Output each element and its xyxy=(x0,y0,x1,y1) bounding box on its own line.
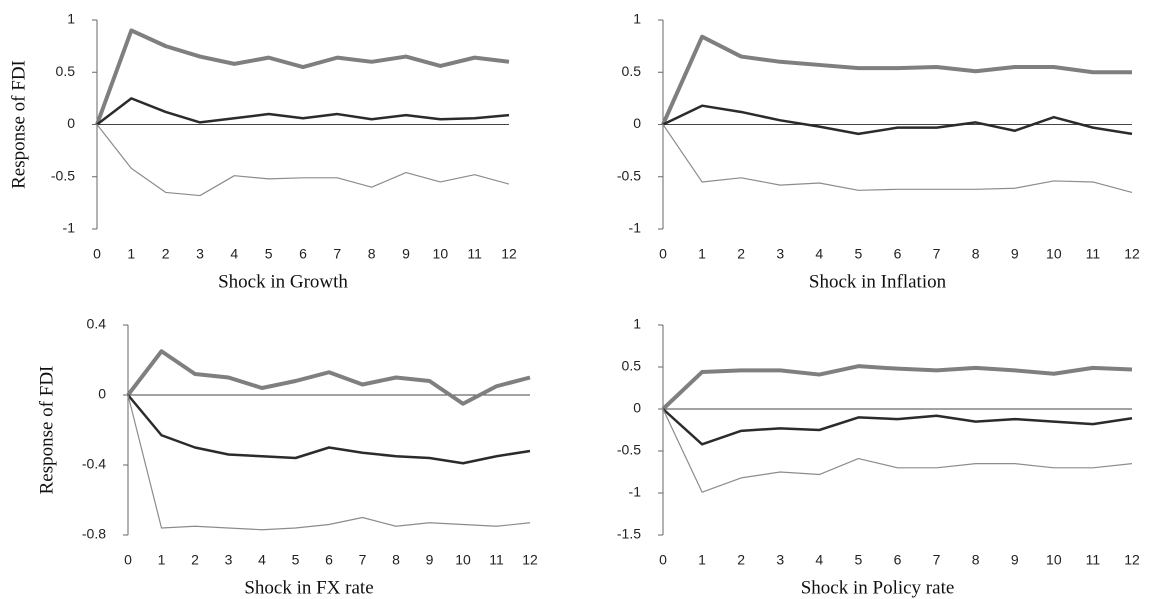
y-tick-label: -1 xyxy=(63,220,76,236)
x-tick-label: 10 xyxy=(455,552,471,568)
x-tick-label: 2 xyxy=(191,552,199,568)
series-line xyxy=(96,97,510,126)
x-tick-label: 10 xyxy=(433,246,449,262)
x-tick-label: 4 xyxy=(230,246,238,262)
y-tick-label: 0 xyxy=(633,400,641,416)
x-tick-label: 12 xyxy=(522,552,538,568)
y-tick-label: -0.5 xyxy=(617,167,641,183)
x-tick-label: 6 xyxy=(299,246,307,262)
y-tick-label: -0.5 xyxy=(51,167,75,183)
x-tick-label: 10 xyxy=(1046,246,1062,262)
x-tick-label: 9 xyxy=(1011,246,1019,262)
x-tick-label: 12 xyxy=(501,246,517,262)
x-tick-label: 8 xyxy=(972,552,980,568)
y-tick-label: 0 xyxy=(98,386,106,402)
x-tick-label: 1 xyxy=(158,552,166,568)
x-axis-label: Shock in Inflation xyxy=(809,271,947,292)
x-tick-label: 8 xyxy=(392,552,400,568)
x-tick-label: 0 xyxy=(93,246,101,262)
x-tick-label: 0 xyxy=(659,246,667,262)
x-tick-label: 1 xyxy=(127,246,135,262)
x-tick-label: 12 xyxy=(1124,552,1140,568)
x-tick-label: 0 xyxy=(659,552,667,568)
y-tick-label: 1 xyxy=(633,316,641,332)
x-tick-label: 1 xyxy=(698,246,706,262)
x-axis-label: Shock in Growth xyxy=(218,271,348,292)
x-tick-label: 2 xyxy=(162,246,170,262)
x-tick-label: 5 xyxy=(855,246,863,262)
x-tick-label: 12 xyxy=(1124,246,1140,262)
x-tick-label: 11 xyxy=(1086,552,1101,568)
x-tick-label: 11 xyxy=(1086,246,1101,262)
y-tick-label: -1 xyxy=(629,220,642,236)
series-line xyxy=(661,34,1132,126)
x-tick-label: 4 xyxy=(815,246,823,262)
x-tick-label: 8 xyxy=(972,246,980,262)
x-axis-label: Shock in Policy rate xyxy=(801,577,955,598)
x-tick-label: 8 xyxy=(368,246,376,262)
x-tick-label: 4 xyxy=(815,552,823,568)
x-tick-label: 7 xyxy=(333,246,341,262)
y-tick-label: -0.5 xyxy=(617,442,641,458)
x-tick-label: 7 xyxy=(359,552,367,568)
y-tick-label: -0.8 xyxy=(82,526,106,542)
x-tick-label: 9 xyxy=(402,246,410,262)
series-line xyxy=(95,28,510,126)
x-tick-label: 9 xyxy=(1011,552,1019,568)
x-tick-label: 5 xyxy=(292,552,300,568)
x-tick-label: 5 xyxy=(855,552,863,568)
y-axis-label: Response of FDI xyxy=(36,366,57,495)
series-line xyxy=(661,364,1133,411)
x-tick-label: 3 xyxy=(225,552,233,568)
series-line xyxy=(126,349,531,406)
x-axis-label: Shock in FX rate xyxy=(244,577,373,598)
x-tick-label: 6 xyxy=(894,246,902,262)
x-tick-label: 4 xyxy=(258,552,266,568)
y-tick-label: 0.5 xyxy=(56,63,76,79)
y-tick-label: 0 xyxy=(67,115,75,131)
x-tick-label: 11 xyxy=(467,246,482,262)
x-tick-label: 2 xyxy=(737,552,745,568)
x-tick-label: 10 xyxy=(1046,552,1062,568)
x-tick-label: 3 xyxy=(776,246,784,262)
series-line xyxy=(96,124,510,197)
x-tick-label: 7 xyxy=(933,552,941,568)
y-axis-label: Response of FDI xyxy=(8,60,29,189)
x-tick-label: 5 xyxy=(265,246,273,262)
y-tick-label: 0.5 xyxy=(622,358,642,374)
x-tick-label: 1 xyxy=(698,552,706,568)
series-line xyxy=(662,124,1133,194)
series-line xyxy=(662,408,1133,446)
x-tick-label: 3 xyxy=(776,552,784,568)
x-tick-label: 0 xyxy=(124,552,132,568)
series-line xyxy=(127,394,531,465)
series-line xyxy=(127,394,531,531)
x-tick-label: 2 xyxy=(737,246,745,262)
y-tick-label: -1 xyxy=(629,484,642,500)
x-tick-label: 11 xyxy=(489,552,504,568)
x-tick-label: 9 xyxy=(426,552,434,568)
x-tick-label: 3 xyxy=(196,246,204,262)
y-tick-label: 1 xyxy=(67,11,75,27)
series-line xyxy=(662,408,1133,493)
y-tick-label: 0 xyxy=(633,115,641,131)
y-tick-label: 1 xyxy=(633,11,641,27)
series-line xyxy=(662,104,1133,136)
y-tick-label: -1.5 xyxy=(617,526,641,542)
y-tick-label: 0.5 xyxy=(622,63,642,79)
x-tick-label: 7 xyxy=(933,246,941,262)
x-tick-label: 6 xyxy=(894,552,902,568)
x-tick-label: 6 xyxy=(325,552,333,568)
y-tick-label: -0.4 xyxy=(82,456,106,472)
y-tick-label: 0.4 xyxy=(87,316,107,332)
